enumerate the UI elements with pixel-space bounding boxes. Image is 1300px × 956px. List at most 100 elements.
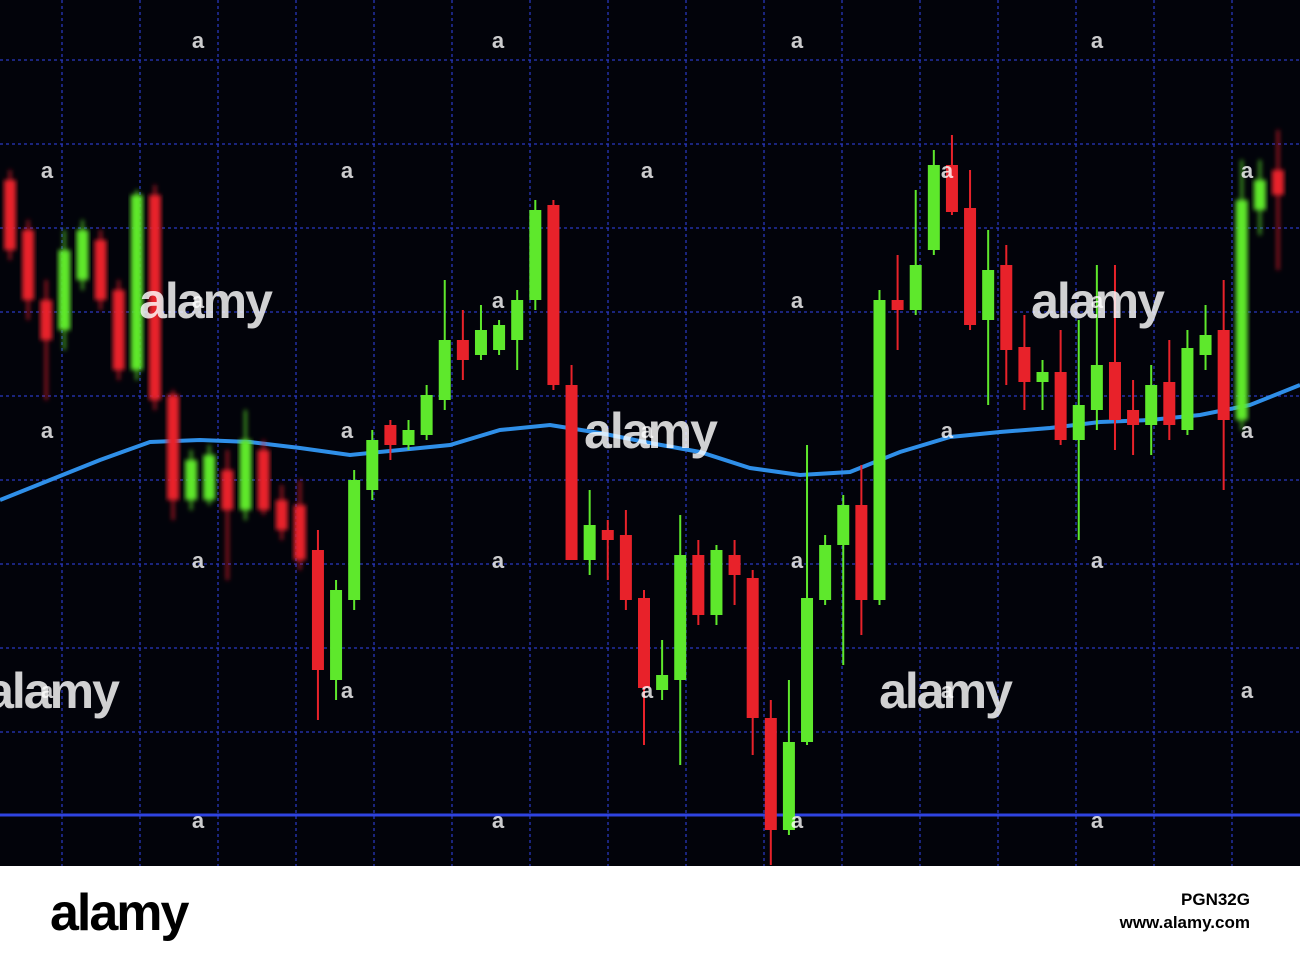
candle-body [493,325,506,350]
candle [1163,340,1176,440]
candle-body [1054,372,1067,440]
candle-body [1072,405,1085,440]
candle [293,480,306,570]
candle [493,320,506,355]
candle [909,190,922,315]
candle-body [94,240,107,300]
watermark-mark: a [1241,678,1254,703]
candle-body [420,395,433,435]
candle [420,385,433,440]
candle-body [837,505,850,545]
watermark-mark: a [1241,418,1254,443]
candle-body [728,555,741,575]
candle [692,540,705,625]
candle [1018,315,1031,410]
watermark-mark: a [791,28,804,53]
watermark-mark: a [1091,28,1104,53]
footer-background [0,866,1300,956]
watermark-mark: a [641,158,654,183]
candle [402,420,415,450]
candle [1108,265,1121,450]
candle-body [167,395,180,500]
watermark-mark: a [492,548,505,573]
candle-body [782,742,795,830]
candle [891,255,904,350]
watermark-mark: a [1091,548,1104,573]
candle-body [185,460,198,500]
candle [275,485,288,540]
candle-body [130,195,143,370]
candle [1199,305,1212,370]
watermark-mark: a [41,678,54,703]
watermark-mark: a [791,548,804,573]
candle [185,450,198,510]
candle-body [311,550,324,670]
watermark-mark: a [492,288,505,313]
watermark-mark: a [1241,158,1254,183]
image-id: PGN32G [1181,890,1250,909]
watermark-logo: alamy [879,663,1013,719]
watermark-mark: a [641,418,654,443]
candle-body [547,205,560,385]
candle [58,230,71,350]
candle-body [1090,365,1103,410]
candle-body [692,555,705,615]
candle [1181,330,1194,435]
candle [1127,380,1140,455]
candle [837,495,850,665]
candle-body [257,450,270,510]
watermark-mark: a [941,418,954,443]
candle-body [1272,170,1284,195]
candle-body [601,530,614,540]
candle [384,420,397,460]
candle [945,135,958,215]
candle [1253,160,1266,235]
candle-body [656,675,669,690]
candle-body [366,440,379,490]
candle-body [456,340,469,360]
candle [366,430,379,500]
candle-body [438,340,451,400]
candle [1090,265,1103,430]
candle-body [1253,180,1266,210]
watermark-mark: a [192,808,205,833]
candle-body [945,165,958,212]
candle-body [275,500,288,530]
candle [638,590,650,745]
candle [456,310,469,380]
candle [529,200,542,310]
candle [221,450,234,580]
candle-body [964,208,977,325]
candle [565,365,578,560]
candle [40,280,53,400]
candle [728,540,741,605]
candle [764,700,777,865]
candle [1072,320,1085,540]
watermark-mark: a [641,678,654,703]
watermark-mark: a [1091,808,1104,833]
candle-body [58,250,71,330]
candle-body [221,470,234,510]
candle-body [384,425,397,445]
candle-body [1199,335,1212,355]
candle [782,680,795,835]
candle [1272,130,1284,270]
candle [94,230,107,310]
candle-body [203,455,216,500]
candle [674,515,687,765]
candle [656,640,669,700]
series [0,130,1300,865]
footer-logo: alamy [50,884,190,942]
candle-body [583,525,596,560]
candle-body [746,578,759,718]
candle [583,490,596,575]
candle-body [4,180,16,250]
candle-body [855,505,868,600]
candle [964,170,977,330]
candle-body [1145,385,1158,425]
candle-body [474,330,487,355]
candle [130,190,143,380]
candle-body [402,430,415,445]
candle [801,445,814,745]
